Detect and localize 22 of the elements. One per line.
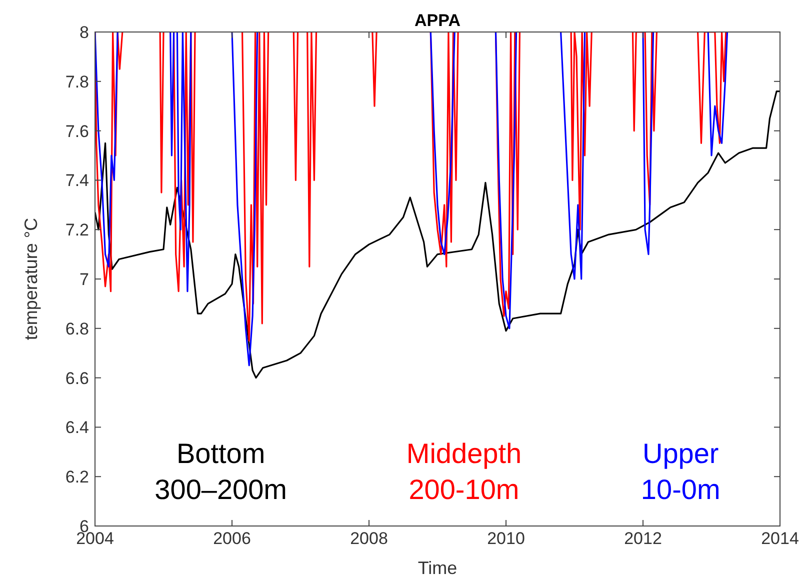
x-tick-label: 2012 <box>624 529 662 548</box>
text: Middepth 200-10m <box>406 437 522 507</box>
x-tick-label: 2006 <box>213 529 251 548</box>
y-tick-label: 8 <box>80 23 89 42</box>
chart-title: APPA <box>414 11 460 30</box>
y-tick-label: 6.4 <box>65 418 89 438</box>
x-tick-label: 2010 <box>487 529 525 548</box>
y-tick-label: 6.6 <box>65 368 89 388</box>
y-tick-label: 7 <box>80 270 89 290</box>
y-tick-label: 6.2 <box>65 468 89 487</box>
x-tick-label: 2014 <box>761 529 799 548</box>
text: Bottom 300–200m <box>154 437 288 507</box>
x-tick-label: 2008 <box>350 529 388 548</box>
text: Upper 10-0m <box>640 437 720 507</box>
y-axis-title: temperature °C <box>21 218 41 340</box>
x-axis-title: Time <box>418 558 458 578</box>
y-tick-label: 7.6 <box>65 122 89 141</box>
y-tick-label: 6.8 <box>65 319 89 338</box>
line-series <box>95 90 780 379</box>
y-tick-label: 7.4 <box>65 171 89 190</box>
y-tick-label: 7.2 <box>65 220 89 240</box>
y-tick-label: 7.8 <box>65 72 89 92</box>
